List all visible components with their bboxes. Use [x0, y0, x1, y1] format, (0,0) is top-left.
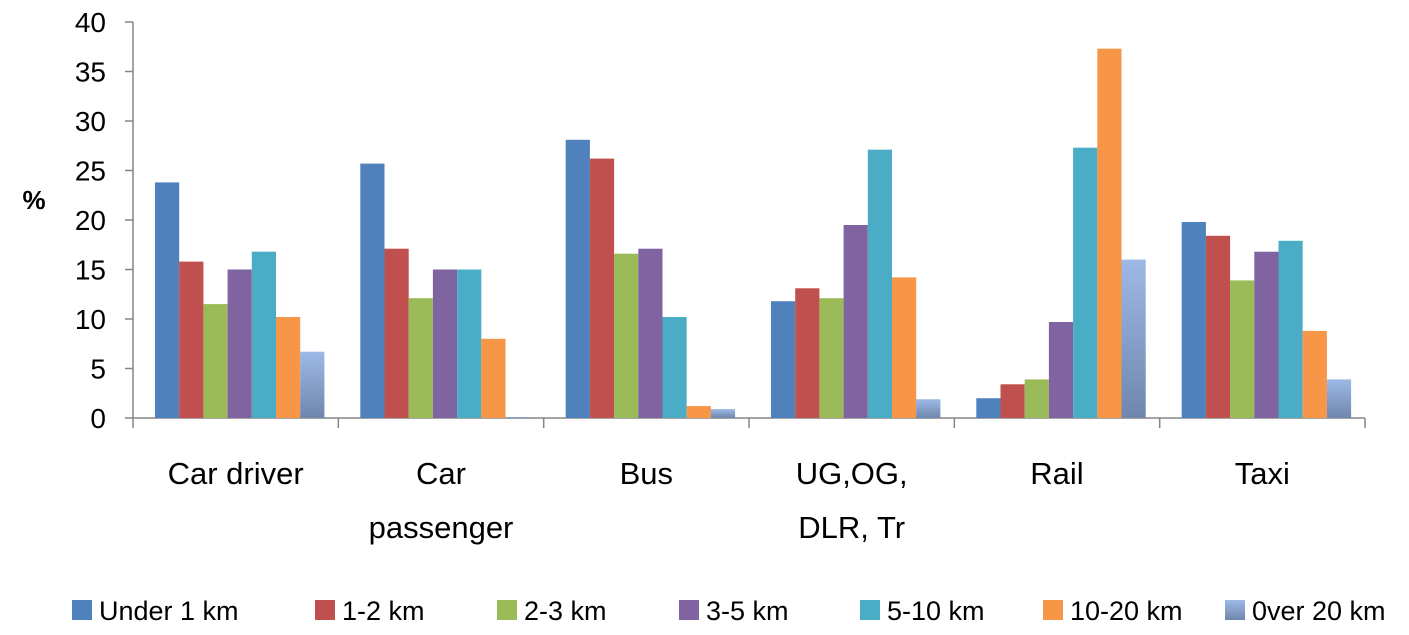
- bar-1-2-km: [589, 158, 615, 418]
- legend-label-1-2-km: 1-2 km: [342, 596, 425, 626]
- bar-5-10-km: [1278, 240, 1303, 418]
- legend-swatch-under-1-km: [72, 600, 92, 620]
- bar-10-20-km: [892, 277, 917, 418]
- bar-10-20-km: [686, 406, 711, 418]
- bar-under-1-km: [976, 398, 1001, 418]
- legend-swatch-5-10-km: [860, 600, 880, 620]
- y-axis-label: %: [22, 185, 45, 215]
- bar-10-20-km: [276, 317, 301, 418]
- y-tick-label: 30: [75, 106, 106, 137]
- legend-label-0ver-20-km: 0ver 20 km: [1252, 596, 1386, 626]
- y-tick-label: 35: [75, 57, 106, 88]
- x-category-label: DLR, Tr: [798, 510, 905, 545]
- legend-swatch-2-3-km: [497, 600, 517, 620]
- bar-10-20-km: [1302, 330, 1327, 418]
- bar-5-10-km: [251, 251, 276, 418]
- bar-0ver-20-km: [1121, 259, 1146, 418]
- bar-3-5-km: [843, 225, 868, 418]
- y-tick-label: 0: [90, 403, 106, 434]
- y-tick-label: 10: [75, 304, 106, 335]
- bar-3-5-km: [227, 269, 252, 418]
- bar-0ver-20-km: [710, 409, 736, 418]
- bar-5-10-km: [662, 317, 687, 418]
- x-category-label: Bus: [620, 456, 673, 491]
- bar-2-3-km: [1024, 379, 1049, 418]
- legend-label-under-1-km: Under 1 km: [99, 596, 239, 626]
- bar-1-2-km: [1205, 235, 1231, 418]
- legend-swatch-3-5-km: [679, 600, 699, 620]
- x-category-label: Car driver: [168, 456, 304, 491]
- bar-1-2-km: [179, 261, 204, 418]
- bar-3-5-km: [1254, 251, 1279, 418]
- legend-swatch-10-20-km: [1043, 600, 1063, 620]
- bar-1-2-km: [384, 248, 409, 418]
- y-tick-label: 25: [75, 156, 106, 187]
- bar-5-10-km: [867, 149, 892, 418]
- bar-under-1-km: [155, 182, 180, 418]
- legend-label-10-20-km: 10-20 km: [1070, 596, 1183, 626]
- bar-under-1-km: [360, 163, 385, 418]
- bar-10-20-km: [481, 338, 506, 418]
- legend-label-2-3-km: 2-3 km: [524, 596, 607, 626]
- y-tick-label: 5: [90, 354, 106, 385]
- bar-2-3-km: [614, 253, 639, 418]
- bar-3-5-km: [1048, 322, 1074, 418]
- x-category-label: Taxi: [1235, 456, 1290, 491]
- bar-0ver-20-km: [916, 399, 941, 418]
- bar-3-5-km: [432, 269, 458, 418]
- y-tick-label: 40: [75, 7, 106, 38]
- bar-5-10-km: [457, 269, 482, 418]
- x-category-label: Rail: [1030, 456, 1083, 491]
- bar-3-5-km: [638, 248, 663, 418]
- legend-swatch-1-2-km: [315, 600, 335, 620]
- x-category-label: passenger: [369, 510, 514, 545]
- bar-5-10-km: [1073, 147, 1098, 418]
- bar-0ver-20-km: [1326, 379, 1352, 418]
- bar-0ver-20-km: [505, 417, 530, 418]
- legend-label-3-5-km: 3-5 km: [706, 596, 789, 626]
- x-category-label: UG,OG,: [796, 456, 908, 491]
- bar-0ver-20-km: [300, 351, 325, 418]
- bar-2-3-km: [203, 304, 228, 418]
- bar-2-3-km: [1230, 280, 1255, 418]
- legend-swatch-0ver-20-km: [1225, 600, 1245, 620]
- bar-under-1-km: [1181, 222, 1206, 418]
- bar-10-20-km: [1097, 48, 1122, 418]
- bar-under-1-km: [565, 139, 590, 419]
- y-tick-label: 20: [75, 205, 106, 236]
- bar-2-3-km: [819, 298, 844, 418]
- legend-label-5-10-km: 5-10 km: [887, 596, 985, 626]
- x-category-label: Car: [416, 456, 466, 491]
- bar-1-2-km: [1000, 384, 1025, 418]
- y-tick-label: 15: [75, 255, 106, 286]
- bar-1-2-km: [795, 288, 820, 418]
- bar-under-1-km: [771, 301, 796, 418]
- bar-2-3-km: [408, 298, 433, 418]
